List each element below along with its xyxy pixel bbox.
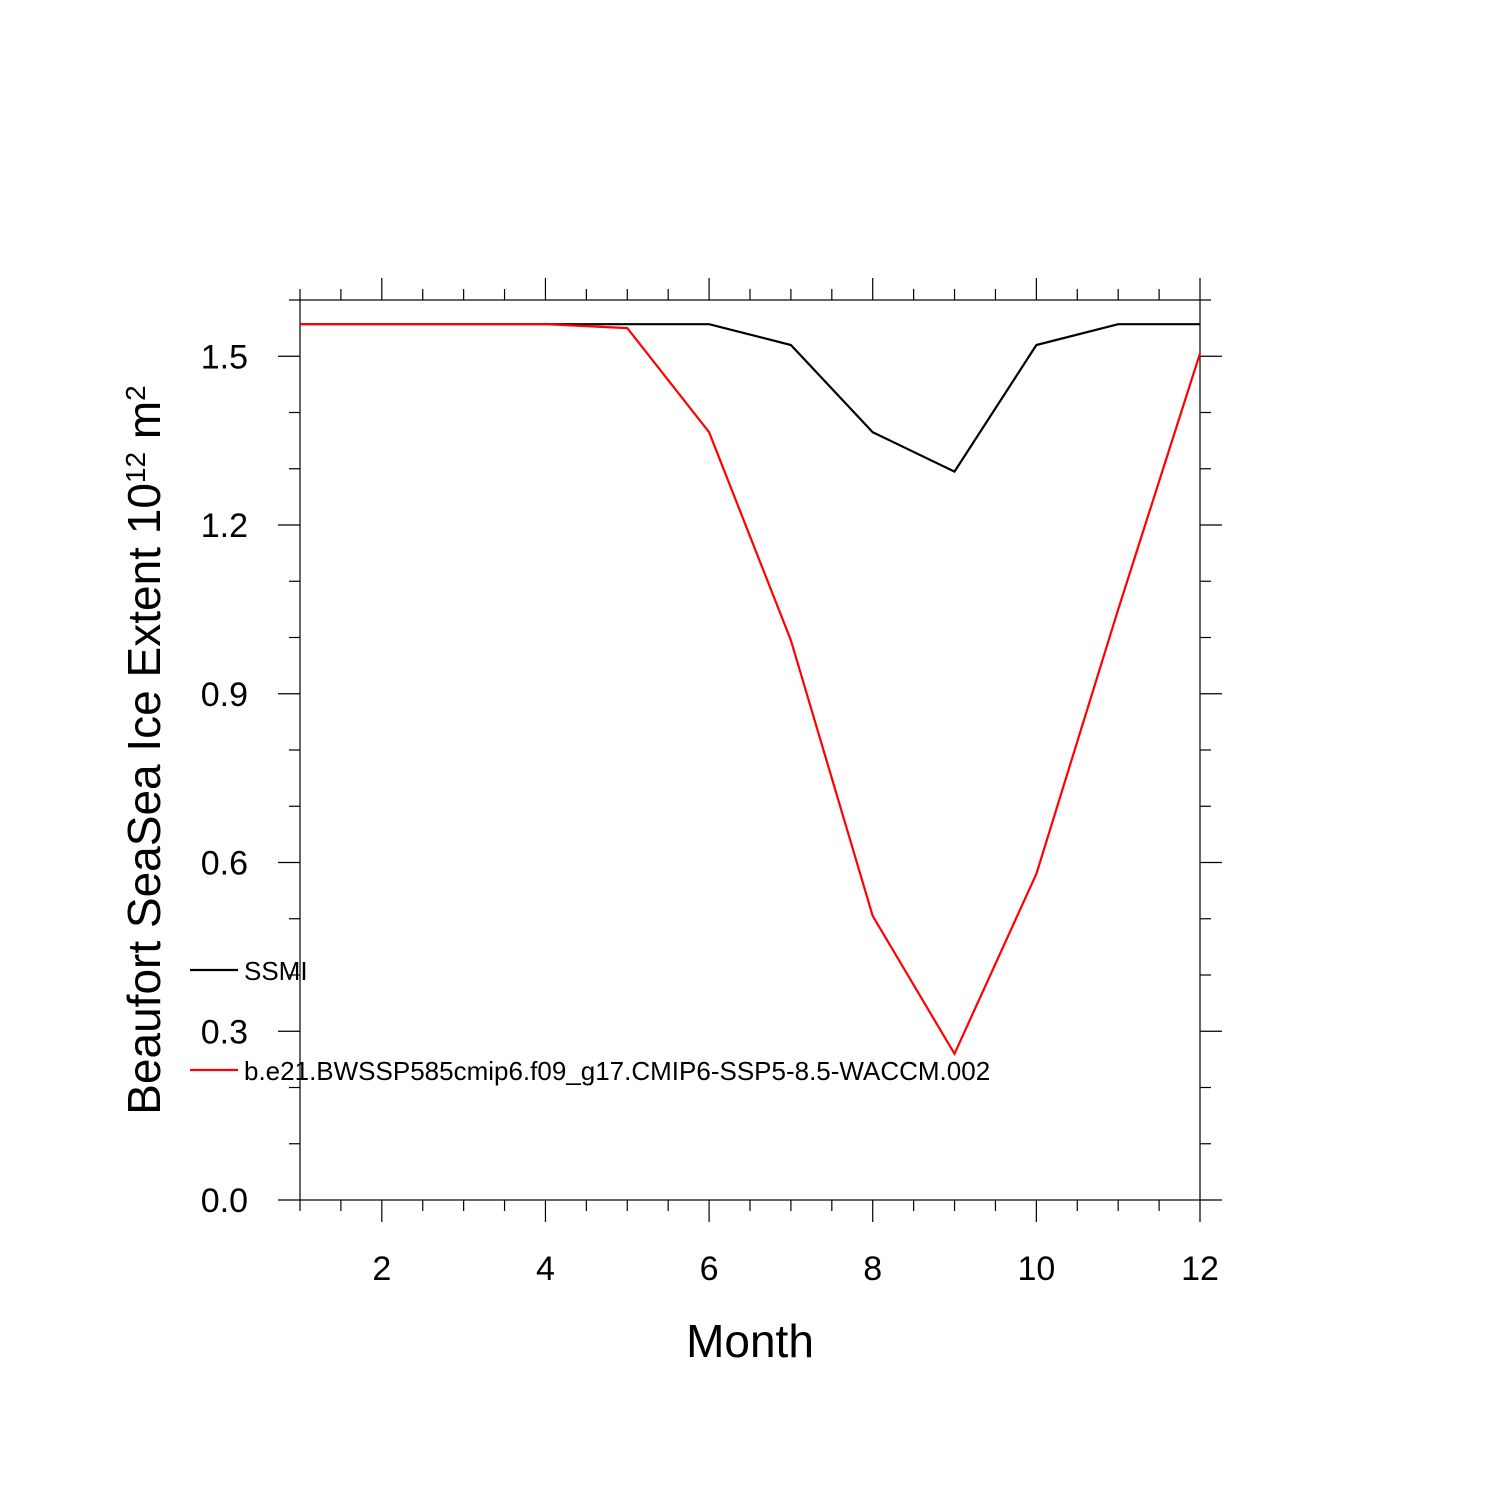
y-axis-title-main: Beaufort SeaSea Ice Extent 10 xyxy=(118,483,170,1115)
x-tick-label: 6 xyxy=(700,1250,719,1288)
y-tick-label: 1.2 xyxy=(201,507,248,545)
x-tick-label: 10 xyxy=(1017,1250,1055,1288)
y-axis-title: Beaufort SeaSea Ice Extent 1012 m2 xyxy=(118,385,170,1115)
y-axis-title-unit-exponent: 2 xyxy=(120,385,151,401)
x-tick-label: 12 xyxy=(1181,1250,1219,1288)
x-tick-label: 8 xyxy=(863,1250,882,1288)
series-line-ssmi xyxy=(300,323,1200,474)
series-line-waccm xyxy=(300,323,1202,1057)
x-axis-title: Month xyxy=(686,1315,814,1367)
series-lines xyxy=(300,323,1202,1057)
y-tick-label: 0.0 xyxy=(201,1182,248,1220)
y-tick-label: 1.5 xyxy=(201,338,248,376)
legend-label-ssmi: SSMI xyxy=(244,956,308,986)
legend-label-waccm: b.e21.BWSSP585cmip6.f09_g17.CMIP6-SSP5-8… xyxy=(244,1056,990,1086)
y-tick-label: 0.3 xyxy=(201,1013,248,1051)
axis-ticks: 2 4 6 8 10 12 0.0 0.3 0.6 0.9 1.2 1.5 xyxy=(201,278,1222,1288)
x-tick-label: 4 xyxy=(536,1250,555,1288)
y-axis-title-unit: m xyxy=(118,401,170,452)
y-tick-label: 0.9 xyxy=(201,676,248,714)
y-tick-label: 0.6 xyxy=(201,845,248,883)
legend: SSMI b.e21.BWSSP585cmip6.f09_g17.CMIP6-S… xyxy=(190,956,990,1086)
y-axis-title-exponent: 12 xyxy=(120,452,151,483)
x-tick-label: 2 xyxy=(372,1250,391,1288)
